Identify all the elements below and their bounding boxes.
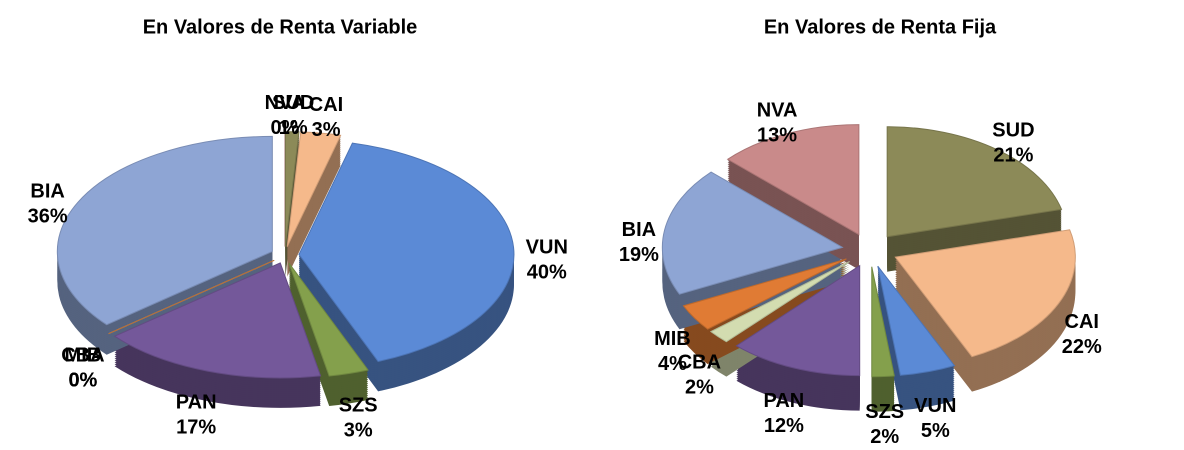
slice xyxy=(682,258,847,330)
value-label: 4% xyxy=(658,353,687,375)
slice xyxy=(284,131,300,247)
slice-label: MIB xyxy=(654,328,691,350)
slice xyxy=(288,262,369,377)
slice-label: PAN xyxy=(176,391,217,413)
slice-label: PAN xyxy=(763,390,804,412)
value-label: 1% xyxy=(279,117,308,139)
slice xyxy=(871,266,895,378)
slice xyxy=(877,265,956,376)
value-label: 13% xyxy=(757,124,797,146)
slice-label: SUD xyxy=(272,92,314,114)
top-layer xyxy=(56,131,515,379)
value-label: 21% xyxy=(993,144,1033,166)
slice xyxy=(709,261,850,343)
slice-label: BIA xyxy=(622,219,656,241)
value-label: 2% xyxy=(685,376,714,398)
value-label: 0% xyxy=(271,117,300,139)
slice-label: CAI xyxy=(1065,311,1099,333)
slice-label: SZS xyxy=(339,394,378,416)
value-label: 5% xyxy=(921,420,950,442)
slice xyxy=(894,229,1076,358)
slice-label: NVA xyxy=(265,92,306,114)
slice-label: CBA xyxy=(61,345,104,367)
value-label: 3% xyxy=(312,119,341,141)
slice-label: NVA xyxy=(757,99,798,121)
value-label: 2% xyxy=(870,426,899,448)
slice xyxy=(286,131,342,247)
slice-label: VUN xyxy=(914,395,956,417)
value-label: 22% xyxy=(1062,336,1102,358)
slice-label: SUD xyxy=(992,119,1034,141)
slice-label: SZS xyxy=(865,401,904,423)
slice-label: MIB xyxy=(65,345,102,367)
value-label: 17% xyxy=(176,416,216,438)
chart-title: En Valores de Renta Variable xyxy=(143,16,418,38)
slice-label: BIA xyxy=(30,181,64,203)
value-label: 40% xyxy=(527,262,567,284)
slice xyxy=(661,171,844,295)
slice xyxy=(726,124,860,236)
value-label: 0% xyxy=(68,370,97,392)
value-label: 36% xyxy=(28,206,68,228)
value-label: 12% xyxy=(764,415,804,437)
value-label: 3% xyxy=(344,419,373,441)
chart-title: En Valores de Renta Fija xyxy=(764,16,997,38)
slice xyxy=(56,135,273,326)
slice xyxy=(735,264,861,377)
value-label: 19% xyxy=(619,244,659,266)
slice-label: CBA xyxy=(678,351,721,373)
slice xyxy=(886,126,1063,238)
slice-label: VUN xyxy=(526,237,568,259)
slice-label: CAI xyxy=(309,94,343,116)
slice xyxy=(298,142,515,362)
top-layer xyxy=(661,124,1076,378)
value-label: 0% xyxy=(68,370,97,392)
slice xyxy=(113,262,322,379)
